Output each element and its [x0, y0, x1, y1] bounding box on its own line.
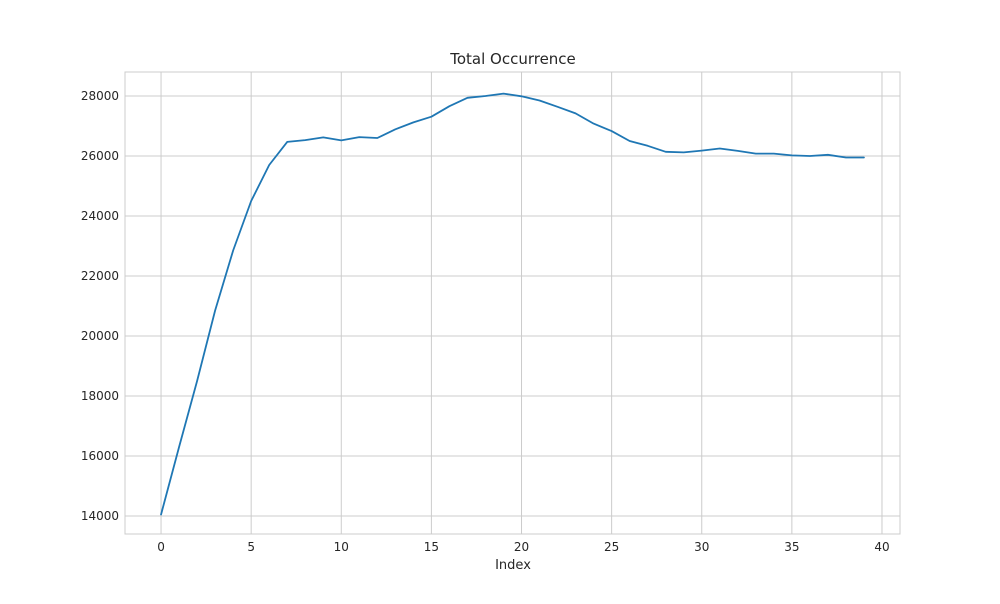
data-point	[701, 149, 703, 151]
data-point	[322, 136, 324, 138]
data-point	[556, 106, 558, 108]
data-point	[250, 200, 252, 202]
grid	[125, 72, 900, 534]
data-point	[827, 154, 829, 156]
data-point	[719, 147, 721, 149]
data-point	[809, 155, 811, 157]
data-point	[755, 152, 757, 154]
y-tick-label: 26000	[81, 149, 119, 163]
x-tick-label: 5	[247, 540, 255, 554]
data-point	[520, 95, 522, 97]
y-tick-label: 16000	[81, 449, 119, 463]
data-point	[340, 139, 342, 141]
data-point	[773, 152, 775, 154]
data-point	[845, 156, 847, 158]
x-axis-label: Index	[495, 558, 531, 573]
data-point	[196, 380, 198, 382]
y-axis-ticks: 14000 16000 18000 20000 22000 24000 26000 28000	[81, 89, 119, 523]
x-tick-label: 30	[694, 540, 709, 554]
y-tick-label: 28000	[81, 89, 119, 103]
y-tick-label: 18000	[81, 389, 119, 403]
x-axis-ticks: 0 5 10 15 20 25 30 35 40	[157, 540, 889, 554]
plot-frame	[124, 71, 901, 535]
data-point	[574, 112, 576, 114]
x-tick-label: 10	[334, 540, 349, 554]
chart-title: Total Occurrence	[449, 50, 576, 68]
data-point	[160, 513, 162, 515]
data-point	[538, 99, 540, 101]
data-point	[376, 137, 378, 139]
y-tick-label: 24000	[81, 209, 119, 223]
data-point	[448, 105, 450, 107]
x-tick-label: 0	[157, 540, 165, 554]
data-point	[502, 92, 504, 94]
data-point	[358, 136, 360, 138]
data-point	[646, 145, 648, 147]
data-point	[592, 122, 594, 124]
data-point	[484, 95, 486, 97]
x-tick-label: 20	[514, 540, 529, 554]
data-point	[683, 151, 685, 153]
data-point	[178, 446, 180, 448]
data-point	[232, 249, 234, 251]
data-point	[791, 154, 793, 156]
data-point	[268, 164, 270, 166]
data-point	[430, 116, 432, 118]
data-point	[394, 128, 396, 130]
data-point	[737, 150, 739, 152]
data-point	[286, 141, 288, 143]
data-point	[304, 139, 306, 141]
data-point	[610, 130, 612, 132]
x-tick-label: 15	[424, 540, 439, 554]
y-tick-label: 22000	[81, 269, 119, 283]
data-point	[466, 97, 468, 99]
data-point	[214, 309, 216, 311]
series-layer	[160, 92, 865, 516]
data-point	[863, 156, 865, 158]
data-point	[412, 121, 414, 123]
series-line	[160, 92, 865, 516]
x-tick-label: 40	[874, 540, 889, 554]
x-tick-label: 35	[784, 540, 799, 554]
x-tick-label: 25	[604, 540, 619, 554]
y-tick-label: 20000	[81, 329, 119, 343]
y-tick-label: 14000	[81, 509, 119, 523]
data-point	[628, 140, 630, 142]
data-point	[664, 151, 666, 153]
